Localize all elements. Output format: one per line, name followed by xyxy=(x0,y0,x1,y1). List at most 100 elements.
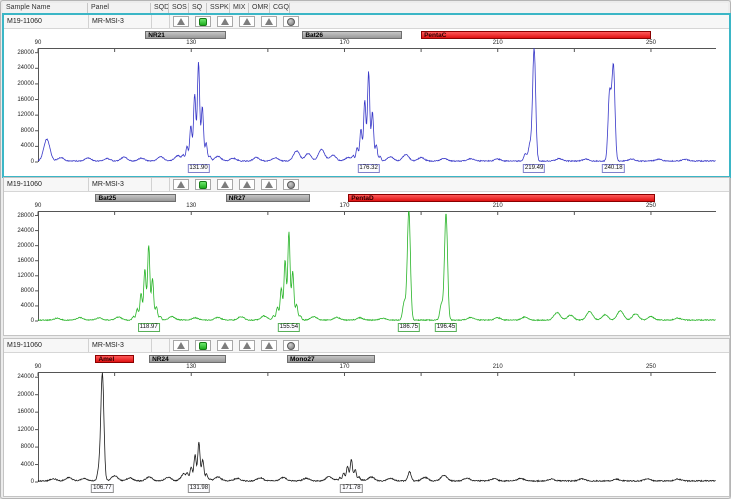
column-header-sqd[interactable]: SQD xyxy=(151,3,169,13)
sq-pass-square-icon xyxy=(199,341,207,350)
quality-flag-icons xyxy=(170,178,302,191)
y-tick-label: 12000 xyxy=(17,272,34,279)
sos-triangle-icon xyxy=(177,342,185,349)
flag-box-cgq[interactable] xyxy=(283,179,299,190)
cgq-circle-icon xyxy=(287,17,295,26)
electropherogram-plot-green[interactable]: Bat25 NR27 PentaD 90 130 170 210 250 0 4000 8000 12… xyxy=(4,192,729,335)
y-tick-label: 20000 xyxy=(17,242,34,249)
column-header-omr[interactable]: OMR xyxy=(249,3,270,13)
panel-name-cell[interactable]: MR-MSI-3 xyxy=(89,339,152,352)
flag-cell-sqd xyxy=(152,339,170,352)
flag-box-omr[interactable] xyxy=(261,340,277,351)
y-tick-label: 4000 xyxy=(20,461,34,468)
peak-size-label: 176.32 xyxy=(357,164,380,173)
sample-trace-block-1: M19-11060 MR-MSI-3 NR21 Bat26 PentaC 90 130 1… xyxy=(4,15,729,176)
column-header-sq[interactable]: SQ xyxy=(189,3,207,13)
mix-triangle-icon xyxy=(243,18,251,25)
peak-size-label: 155.54 xyxy=(277,323,301,332)
sspk-triangle-icon xyxy=(221,18,229,25)
omr-triangle-icon xyxy=(265,18,273,25)
column-header-panel[interactable]: Panel xyxy=(88,3,151,13)
flag-box-sos[interactable] xyxy=(173,340,189,351)
column-header-cgq[interactable]: CGQ xyxy=(270,3,290,13)
quality-flag-icons xyxy=(170,15,302,28)
x-tick-label: 210 xyxy=(492,364,503,370)
electropherogram-plot-blue[interactable]: NR21 Bat26 PentaC 90 130 170 210 250 0 4000 8000 12… xyxy=(4,29,729,176)
x-tick-label: 90 xyxy=(34,203,42,209)
marker-bar-pentac: PentaC xyxy=(421,31,651,39)
column-header-mix[interactable]: MIX xyxy=(230,3,249,13)
trace-polyline xyxy=(37,372,716,483)
electropherogram-plot-black[interactable]: Amel NR24 Mono27 90 130 170 210 250 0 4000 8000 120… xyxy=(4,353,729,496)
trace-polyline xyxy=(37,210,716,322)
flag-box-sos[interactable] xyxy=(173,16,189,27)
y-tick-label: 0 xyxy=(30,479,34,485)
x-tick-label: 90 xyxy=(34,364,42,370)
y-tick-label: 20000 xyxy=(17,80,34,87)
x-tick-label: 250 xyxy=(645,364,656,370)
table-header-row: Sample Name Panel SQD SOS SQ SSPK MIX OM… xyxy=(3,3,728,14)
peak-size-label: 131.90 xyxy=(187,164,210,173)
flag-cell-sqd xyxy=(152,15,170,28)
y-tick-label: 16000 xyxy=(17,257,34,264)
flag-box-sspk[interactable] xyxy=(217,340,233,351)
sample-row[interactable]: M19-11060 MR-MSI-3 xyxy=(4,15,729,29)
x-tick-label: 170 xyxy=(339,203,350,209)
flag-box-mix[interactable] xyxy=(239,179,255,190)
panel-name-cell[interactable]: MR-MSI-3 xyxy=(89,15,152,28)
sample-row[interactable]: M19-11060 MR-MSI-3 xyxy=(4,339,729,353)
y-tick-label: 8000 xyxy=(20,444,34,451)
x-tick-label: 170 xyxy=(339,364,350,370)
y-tick-label: 0 xyxy=(30,159,34,165)
sos-triangle-icon xyxy=(177,18,185,25)
flag-box-cgq[interactable] xyxy=(283,340,299,351)
sample-name-cell[interactable]: M19-11060 xyxy=(4,15,89,28)
marker-bar-mono27: Mono27 xyxy=(287,355,376,363)
y-tick-label: 4000 xyxy=(20,302,34,309)
quality-flag-icons xyxy=(170,339,302,352)
flag-box-mix[interactable] xyxy=(239,16,255,27)
flag-box-sq[interactable] xyxy=(195,340,211,351)
flag-box-sq[interactable] xyxy=(195,16,211,27)
column-header-sos[interactable]: SOS xyxy=(169,3,189,13)
y-tick-label: 12000 xyxy=(17,112,34,119)
peak-size-label: 219.49 xyxy=(522,164,546,173)
sspk-triangle-icon xyxy=(221,181,229,188)
mix-triangle-icon xyxy=(243,342,251,349)
sample-name-cell[interactable]: M19-11060 xyxy=(4,339,89,352)
cgq-circle-icon xyxy=(287,341,295,350)
y-tick-label: 28000 xyxy=(17,49,34,56)
cgq-circle-icon xyxy=(287,180,295,189)
flag-box-sspk[interactable] xyxy=(217,179,233,190)
sample-trace-block-2: M19-11060 MR-MSI-3 Bat25 NR27 PentaD 90 130 1… xyxy=(4,178,729,335)
y-tick-label: 8000 xyxy=(20,287,34,294)
column-header-sspk[interactable]: SSPK xyxy=(207,3,230,13)
flag-box-sspk[interactable] xyxy=(217,16,233,27)
flag-box-omr[interactable] xyxy=(261,179,277,190)
flag-box-sos[interactable] xyxy=(173,179,189,190)
trace-canvas[interactable] xyxy=(4,48,729,166)
y-tick-label: 24000 xyxy=(17,374,34,381)
sample-name-cell[interactable]: M19-11060 xyxy=(4,178,89,191)
flag-box-cgq[interactable] xyxy=(283,16,299,27)
marker-bar-bat25: Bat25 xyxy=(95,194,176,202)
mix-triangle-icon xyxy=(243,181,251,188)
flag-box-sq[interactable] xyxy=(195,179,211,190)
flag-box-omr[interactable] xyxy=(261,16,277,27)
y-tick-label: 0 xyxy=(30,318,34,324)
peak-size-label: 240.18 xyxy=(602,164,625,173)
x-tick-label: 130 xyxy=(186,364,197,370)
x-tick-label: 130 xyxy=(186,40,197,46)
trace-canvas[interactable] xyxy=(4,210,729,325)
flag-box-mix[interactable] xyxy=(239,340,255,351)
peak-size-label: 106.77 xyxy=(91,484,114,493)
y-tick-label: 24000 xyxy=(17,65,34,72)
panel-name-cell[interactable]: MR-MSI-3 xyxy=(89,178,152,191)
column-header-filler xyxy=(290,3,728,13)
omr-triangle-icon xyxy=(265,342,273,349)
column-header-sample-name[interactable]: Sample Name xyxy=(3,3,88,13)
y-tick-label: 4000 xyxy=(20,143,34,150)
sample-row[interactable]: M19-11060 MR-MSI-3 xyxy=(4,178,729,192)
trace-canvas[interactable] xyxy=(4,372,729,486)
